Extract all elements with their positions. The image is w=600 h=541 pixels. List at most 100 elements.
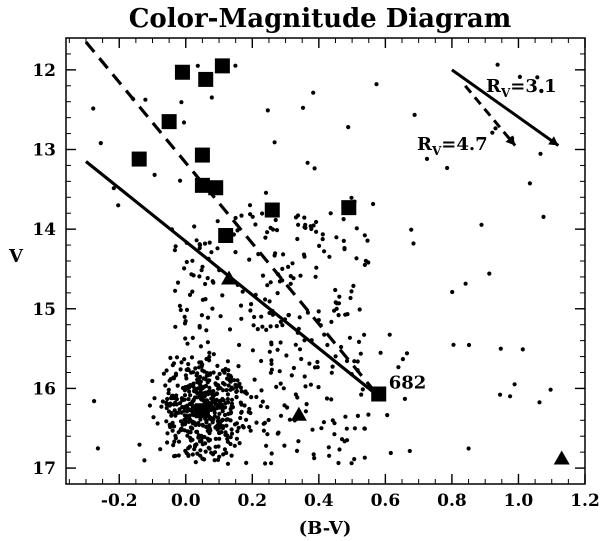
field-star-point: [233, 250, 238, 255]
field-star-point: [174, 410, 179, 415]
field-star-point: [232, 443, 237, 448]
field-star-point: [194, 238, 199, 243]
field-star-point: [343, 414, 348, 419]
field-star-point: [217, 436, 222, 441]
field-star-point: [215, 376, 220, 381]
field-star-point: [229, 401, 235, 406]
field-star-point: [179, 360, 184, 365]
field-star-point: [211, 406, 216, 411]
field-star-point: [362, 233, 367, 238]
field-star-point: [186, 362, 191, 367]
field-star-point: [213, 444, 218, 449]
field-star-point: [297, 315, 302, 320]
field-star-point: [189, 355, 195, 360]
field-star-point: [352, 359, 357, 364]
field-star-point: [334, 235, 339, 240]
field-star-point: [182, 266, 187, 271]
field-star-point: [192, 447, 197, 452]
star-id-label: 682: [389, 372, 427, 393]
annotations: 682: [389, 372, 427, 393]
field-star-point: [261, 428, 266, 433]
field-star-point: [202, 457, 207, 462]
field-star-point: [207, 354, 212, 360]
field-star-point: [347, 335, 352, 340]
field-star-point: [269, 358, 274, 363]
field-star-point: [155, 421, 160, 426]
field-star-point: [290, 261, 295, 266]
field-star-point: [225, 392, 230, 397]
field-star-point: [357, 307, 362, 312]
field-star-point: [265, 432, 270, 437]
field-star-point: [202, 434, 207, 440]
field-star-point: [198, 379, 203, 384]
field-star-point: [260, 399, 265, 404]
field-star-point: [548, 387, 553, 392]
field-star-point: [176, 439, 182, 444]
field-star-point: [197, 439, 203, 444]
field-star-point: [349, 195, 354, 200]
field-star-point: [341, 217, 346, 222]
field-star-point: [173, 373, 178, 378]
field-star-point: [277, 369, 282, 374]
square-marker: [194, 177, 210, 193]
field-star-point: [289, 373, 294, 378]
field-star-point: [207, 426, 212, 431]
field-star-point: [374, 82, 379, 87]
field-star-point: [541, 214, 546, 219]
vector-arrowhead: [505, 135, 516, 146]
field-star-point: [142, 458, 147, 463]
field-star-point: [244, 460, 249, 465]
field-star-point: [466, 446, 471, 451]
field-star-point: [212, 410, 217, 415]
field-star-point: [339, 344, 344, 350]
field-star-point: [239, 316, 244, 321]
y-tick-label: 17: [32, 459, 56, 479]
field-star-point: [183, 336, 188, 341]
field-star-point: [288, 281, 293, 286]
field-star-point: [285, 405, 290, 410]
field-star-point: [196, 421, 201, 426]
field-star-point: [225, 433, 230, 438]
field-star-point: [235, 429, 240, 434]
field-star-point: [195, 451, 200, 456]
field-star-point: [218, 314, 223, 319]
field-star-point: [302, 215, 307, 220]
field-star-point: [225, 397, 230, 402]
field-star-point: [225, 461, 231, 466]
field-star-point: [166, 391, 171, 396]
field-star-point: [275, 291, 280, 296]
field-star-point: [281, 252, 286, 257]
field-star-point: [400, 357, 405, 362]
field-star-point: [260, 211, 265, 216]
field-star-point: [344, 358, 350, 364]
field-star-point: [360, 387, 365, 392]
field-star-point: [188, 393, 193, 398]
field-star-point: [249, 302, 254, 307]
field-star-point: [187, 413, 192, 419]
field-star-point: [236, 425, 241, 430]
field-star-point: [205, 276, 210, 281]
field-star-point: [214, 424, 219, 429]
field-star-point: [337, 447, 342, 452]
field-star-point: [198, 453, 203, 458]
field-star-point: [248, 428, 253, 433]
field-star-point: [187, 444, 192, 449]
field-star-point: [275, 431, 280, 436]
field-star-point: [307, 361, 312, 366]
field-star-point: [197, 246, 202, 251]
field-star-point: [186, 397, 191, 402]
field-star-point: [355, 413, 360, 418]
field-star-point: [287, 417, 292, 422]
field-star-point: [239, 409, 244, 414]
field-star-point: [322, 249, 327, 254]
x-tick-label: 1.0: [504, 491, 534, 511]
field-star-point: [184, 367, 189, 372]
field-star-point: [91, 106, 96, 111]
field-star-point: [329, 319, 334, 324]
field-star-point: [236, 364, 241, 369]
field-star-point: [366, 412, 371, 417]
field-star-point: [185, 385, 190, 390]
field-star-point: [212, 450, 218, 455]
field-star-point: [222, 370, 227, 375]
field-star-point: [198, 448, 203, 453]
